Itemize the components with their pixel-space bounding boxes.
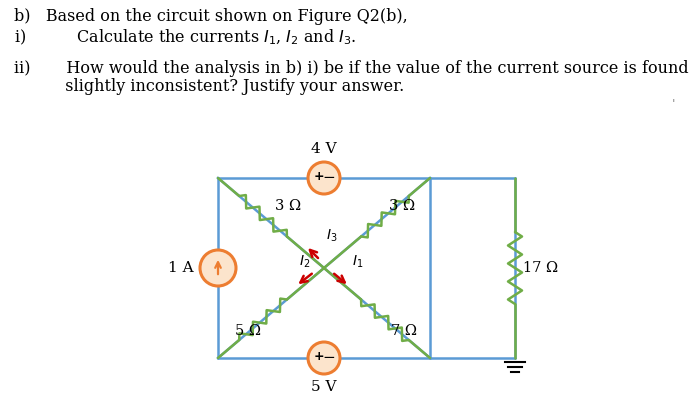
Text: −: − [323,170,335,184]
Text: −: − [323,349,335,364]
Text: $I_1$: $I_1$ [352,254,364,270]
Text: 3 Ω: 3 Ω [389,199,416,213]
Text: ii)       How would the analysis in b) i) be if the value of the current source : ii) How would the analysis in b) i) be i… [14,60,694,77]
Text: 5 Ω: 5 Ω [235,324,260,338]
Text: 17 Ω: 17 Ω [523,261,558,275]
Text: +: + [314,351,324,364]
Text: i)          Calculate the currents $I_1$, $I_2$ and $I_3$.: i) Calculate the currents $I_1$, $I_2$ a… [14,28,356,47]
Text: 1 A: 1 A [169,261,194,275]
Text: slightly inconsistent? Justify your answer.: slightly inconsistent? Justify your answ… [14,78,404,95]
Ellipse shape [308,342,340,374]
Text: ': ' [672,98,675,111]
Ellipse shape [308,162,340,194]
Text: 3 Ω: 3 Ω [275,199,301,213]
Ellipse shape [200,250,236,286]
Text: +: + [314,171,324,184]
Text: 7 Ω: 7 Ω [391,324,418,338]
Text: $I_3$: $I_3$ [326,227,337,244]
Text: b)   Based on the circuit shown on Figure Q2(b),: b) Based on the circuit shown on Figure … [14,8,408,25]
Text: 4 V: 4 V [311,142,337,156]
Text: $I_2$: $I_2$ [298,254,310,270]
Text: 5 V: 5 V [311,380,337,394]
